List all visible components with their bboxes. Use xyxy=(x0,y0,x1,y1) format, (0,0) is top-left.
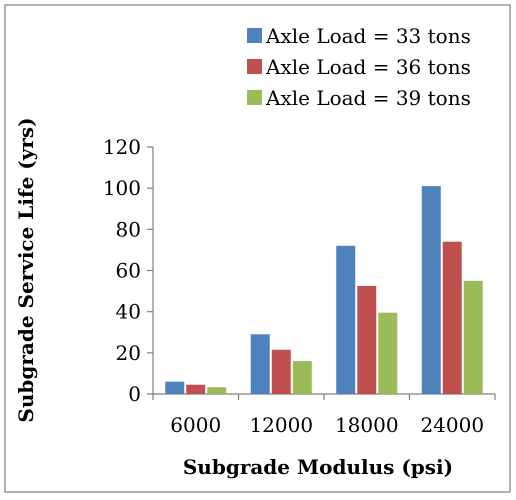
legend-label-1: Axle Load = 33 tons xyxy=(265,24,471,48)
legend-swatch-1 xyxy=(247,28,262,43)
y-tick-label: 120 xyxy=(103,135,141,159)
plot-area: 0 20 40 60 80 100 120 6000 12000 18000 24000 xyxy=(103,135,496,437)
y-tick-label: 20 xyxy=(116,341,141,365)
legend-swatch-2 xyxy=(247,59,262,74)
legend-label-2: Axle Load = 36 tons xyxy=(265,55,471,79)
legend: Axle Load = 33 tons Axle Load = 36 tons Ax… xyxy=(247,24,471,110)
bars xyxy=(165,186,483,394)
y-tick-label: 40 xyxy=(116,300,141,324)
bar-1-12000 xyxy=(250,334,270,394)
y-tick-label: 0 xyxy=(128,382,141,406)
y-axis-title: Subgrade Service Life (yrs) xyxy=(14,117,38,422)
bar-3-24000 xyxy=(463,280,483,394)
bar-3-18000 xyxy=(378,312,398,394)
y-axis-ticks: 0 20 40 60 80 100 120 xyxy=(103,135,153,406)
bar-1-18000 xyxy=(336,245,356,394)
bar-2-18000 xyxy=(357,285,377,394)
bar-1-6000 xyxy=(165,381,185,394)
bar-1-24000 xyxy=(421,186,441,394)
x-axis-ticks: 6000 12000 18000 24000 xyxy=(152,394,496,437)
bar-2-6000 xyxy=(186,384,206,394)
x-tick-label: 18000 xyxy=(335,413,399,437)
x-axis-title: Subgrade Modulus (psi) xyxy=(183,455,453,479)
x-tick-label: 12000 xyxy=(249,413,313,437)
y-tick-label: 100 xyxy=(103,176,141,200)
bar-3-6000 xyxy=(207,387,227,394)
x-tick-label: 24000 xyxy=(420,413,484,437)
legend-swatch-3 xyxy=(247,90,262,105)
bar-2-24000 xyxy=(442,241,462,394)
x-tick-label: 6000 xyxy=(170,413,221,437)
bar-2-12000 xyxy=(271,349,291,394)
y-tick-label: 60 xyxy=(116,259,141,283)
y-tick-label: 80 xyxy=(116,217,141,241)
legend-label-3: Axle Load = 39 tons xyxy=(265,86,471,110)
bar-3-12000 xyxy=(292,361,312,394)
